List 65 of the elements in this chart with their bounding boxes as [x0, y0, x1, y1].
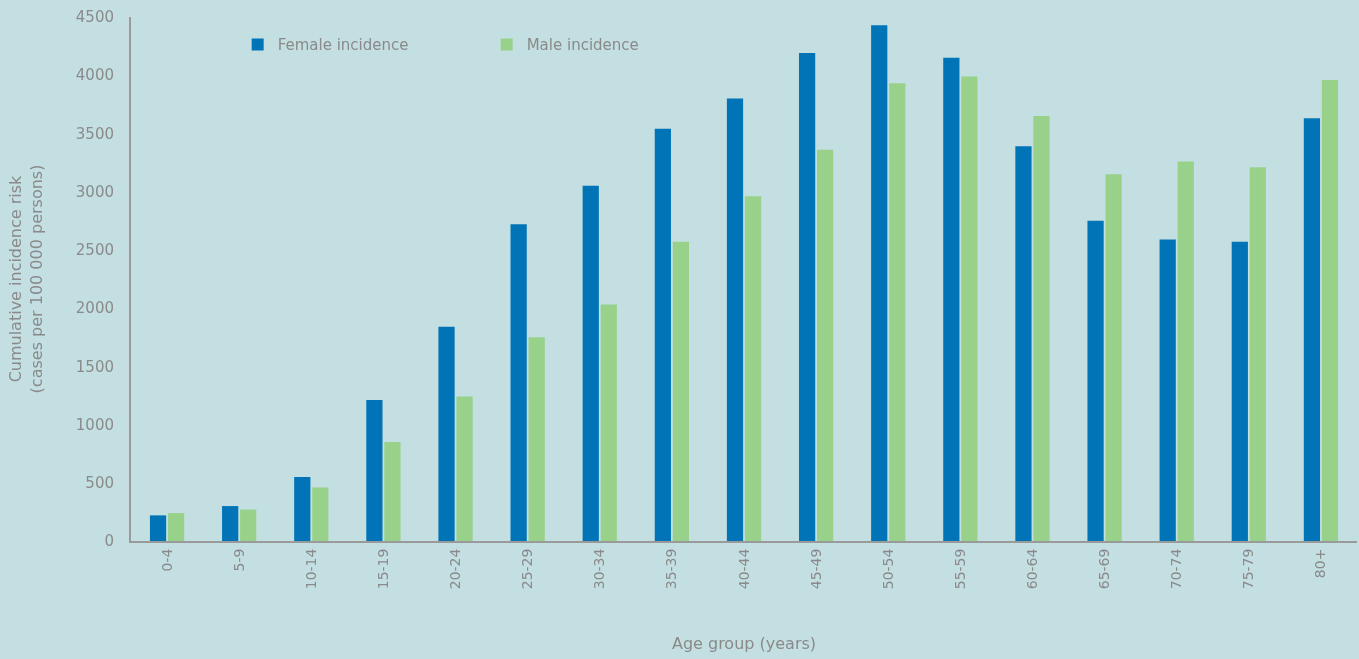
bar	[149, 515, 167, 541]
x-tick-label: 70-74	[1168, 548, 1185, 590]
bar	[654, 128, 671, 541]
x-tick-label: 40-44	[735, 548, 752, 590]
bar	[961, 76, 978, 541]
y-tick-label: 4000	[75, 66, 114, 85]
bar	[798, 53, 816, 541]
x-tick-label: 55-59	[951, 548, 968, 590]
y-tick-label: 1500	[75, 357, 114, 376]
y-tick-label: 2500	[75, 241, 114, 260]
x-tick-label: 35-39	[663, 548, 680, 590]
x-tick-label: 10-14	[302, 548, 319, 590]
bar	[889, 83, 906, 541]
y-tick-label: 0	[104, 532, 114, 551]
bar	[672, 241, 690, 541]
bar	[456, 396, 473, 541]
y-tick-label: 1000	[75, 415, 114, 434]
y-tick-label: 3500	[75, 124, 114, 143]
bar	[222, 506, 239, 541]
x-tick-label: 45-49	[807, 548, 824, 590]
bar	[1033, 115, 1050, 541]
x-tick-label: 5-9	[230, 548, 247, 572]
y-tick-label: 500	[85, 474, 114, 493]
bar	[600, 304, 617, 541]
bar	[167, 513, 185, 541]
bar	[1159, 239, 1176, 541]
bar	[943, 57, 960, 541]
bar	[312, 487, 329, 541]
bar	[1303, 118, 1321, 541]
x-tick-label: 15-19	[374, 548, 391, 590]
bar	[1177, 161, 1194, 541]
y-tick-label: 2000	[75, 299, 114, 318]
y-axis-title: Cumulative incidence risk (cases per 100 000 persons)	[6, 164, 47, 394]
y-tick-label: 4500	[75, 8, 114, 27]
x-tick-label: 75-79	[1240, 548, 1257, 590]
bar	[1015, 146, 1032, 541]
bar	[384, 442, 401, 541]
x-tick-label: 30-34	[591, 548, 608, 590]
y-tick-label: 3000	[75, 182, 114, 201]
bar	[817, 149, 834, 541]
x-axis-title: Age group (years)	[671, 634, 817, 654]
bar	[528, 337, 545, 541]
legend-label: Female incidence	[277, 36, 409, 55]
x-tick-label: 25-29	[519, 548, 536, 590]
bar	[1231, 241, 1248, 541]
bar	[294, 476, 311, 541]
legend-label: Male incidence	[526, 36, 639, 55]
bar	[871, 25, 888, 541]
bar	[438, 326, 455, 541]
bar	[366, 400, 383, 541]
bar	[240, 509, 257, 541]
x-tick-label: 60-64	[1024, 548, 1041, 590]
bar	[744, 196, 762, 541]
x-tick-label: 0-4	[158, 548, 175, 572]
bar	[1105, 174, 1122, 541]
bar	[726, 98, 744, 541]
x-tick-label: 20-24	[447, 548, 464, 590]
x-tick-label: 80+	[1312, 548, 1329, 579]
x-tick-label: 65-69	[1096, 548, 1113, 590]
bar	[1087, 220, 1104, 541]
bar	[582, 185, 599, 541]
bar	[510, 224, 527, 541]
x-tick-label: 50-54	[879, 548, 896, 590]
bar	[1321, 79, 1339, 541]
bar	[1249, 167, 1266, 541]
